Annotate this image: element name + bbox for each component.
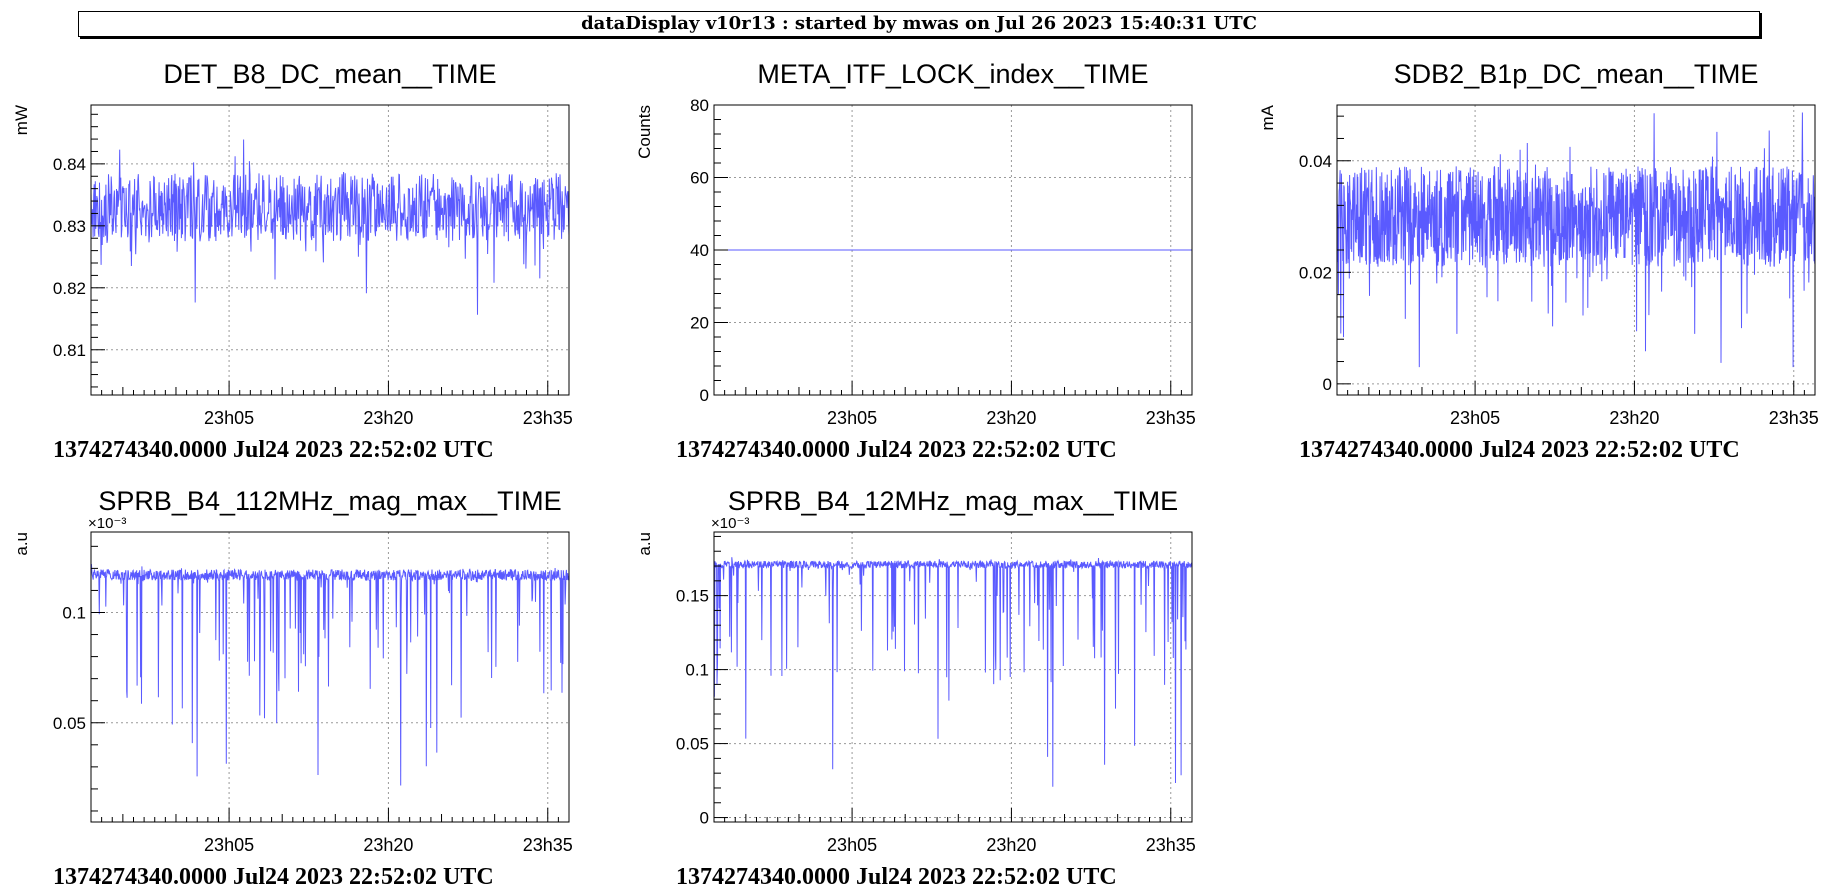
series-line [91, 139, 569, 315]
x-tick-label: 23h05 [204, 408, 254, 428]
y-tick-label: 20 [690, 314, 709, 333]
x-tick-label: 23h35 [523, 408, 573, 428]
y-tick-label: 60 [690, 169, 709, 188]
x-tick-label: 23h35 [1146, 835, 1196, 855]
x-tick-label: 23h05 [827, 835, 877, 855]
x-tick-label: 23h20 [986, 835, 1036, 855]
y-tick-label: 0.05 [676, 735, 709, 754]
x-tick-label: 23h05 [1450, 408, 1500, 428]
plot-panel-2: META_ITF_LOCK_index__TIME 23h05 23h20 23h35… [635, 59, 1196, 463]
x-tick-label: 23h35 [1769, 408, 1819, 428]
y-tick-label: 0.15 [676, 587, 709, 606]
x-tick-label: 23h20 [363, 408, 413, 428]
series-line [714, 557, 1192, 787]
plot-title: SPRB_B4_12MHz_mag_max__TIME [728, 486, 1178, 516]
y-tick-label: 0 [700, 386, 709, 405]
x-tick-label: 23h05 [204, 835, 254, 855]
y-tick-label: 0.81 [53, 341, 86, 360]
y-tick-label: 0.04 [1299, 152, 1332, 171]
y-axis-label: a.u [12, 532, 31, 556]
y-tick-label: 80 [690, 96, 709, 115]
x-tick-label: 23h20 [986, 408, 1036, 428]
y-tick-label: 40 [690, 241, 709, 260]
plot-title: META_ITF_LOCK_index__TIME [757, 59, 1148, 89]
x-axis-caption: 1374274340.0000 Jul24 2023 22:52:02 UTC [53, 864, 494, 890]
plot-panel-5: SPRB_B4_12MHz_mag_max__TIME 23h05 23h20 23h… [635, 486, 1196, 890]
x-axis-caption: 1374274340.0000 Jul24 2023 22:52:02 UTC [676, 437, 1117, 463]
y-axis-label: a.u [635, 532, 654, 556]
y-axis-label: Counts [635, 105, 654, 159]
header-title: dataDisplay v10r13 : started by mwas on … [78, 11, 1760, 37]
x-axis-caption: 1374274340.0000 Jul24 2023 22:52:02 UTC [1299, 437, 1740, 463]
y-tick-label: 0 [700, 809, 709, 828]
series-line [1337, 112, 1815, 368]
plot-title: SPRB_B4_112MHz_mag_max__TIME [98, 486, 561, 516]
plot-title: SDB2_B1p_DC_mean__TIME [1394, 59, 1759, 89]
plot-panel-1: DET_B8_DC_mean__TIME 23h05 23h20 23h35 0.81 0… [12, 59, 573, 463]
y-tick-label: 0 [1323, 375, 1332, 394]
y-tick-label: 0.83 [53, 217, 86, 236]
plot-frame [90, 531, 570, 823]
x-tick-label: 23h35 [1146, 408, 1196, 428]
series-line [91, 563, 569, 786]
plot-title: DET_B8_DC_mean__TIME [163, 59, 496, 89]
y-tick-label: 0.02 [1299, 263, 1332, 282]
plot-panel-4: SPRB_B4_112MHz_mag_max__TIME 23h05 23h20 23… [12, 486, 573, 890]
x-tick-label: 23h35 [523, 835, 573, 855]
x-tick-label: 23h05 [827, 408, 877, 428]
x-axis-caption: 1374274340.0000 Jul24 2023 22:52:02 UTC [676, 864, 1117, 890]
plot-panel-3: SDB2_B1p_DC_mean__TIME 23h05 23h20 23h35 0 0.… [1258, 59, 1819, 463]
x-axis-caption: 1374274340.0000 Jul24 2023 22:52:02 UTC [53, 437, 494, 463]
y-tick-label: 0.82 [53, 279, 86, 298]
y-tick-label: 0.84 [53, 155, 86, 174]
y-exponent-label: ×10⁻³ [88, 515, 126, 532]
x-tick-label: 23h20 [363, 835, 413, 855]
plot-frame [713, 531, 1193, 823]
y-exponent-label: ×10⁻³ [711, 515, 749, 532]
y-tick-label: 0.1 [62, 603, 86, 622]
y-tick-label: 0.05 [53, 714, 86, 733]
y-tick-label: 0.1 [685, 661, 709, 680]
x-tick-label: 23h20 [1609, 408, 1659, 428]
y-axis-label: mA [1258, 104, 1277, 130]
plot-frame [90, 104, 570, 396]
y-axis-label: mW [12, 105, 31, 135]
